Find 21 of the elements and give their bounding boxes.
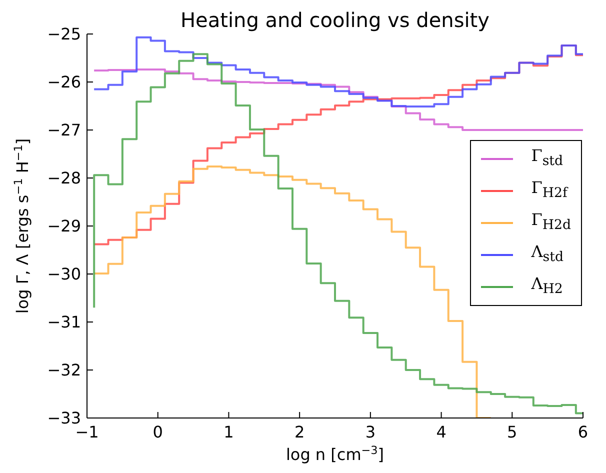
x-tick-label: 0 [152, 422, 163, 442]
x-tick-label: 6 [578, 422, 588, 442]
x-tick-label: 5 [507, 422, 518, 442]
legend-label: Γ$_{std}$ [531, 146, 564, 170]
y-tick-label: −33 [47, 408, 81, 428]
x-tick-label: 4 [436, 422, 446, 442]
y-tick-label: −29 [47, 216, 81, 236]
chart-title: Heating and cooling vs density [180, 8, 490, 32]
legend-label: Λ$_{H2}$ [531, 274, 563, 298]
x-tick-label: 1 [224, 422, 234, 442]
y-tick-label: −32 [47, 360, 81, 380]
y-tick-label: −30 [47, 264, 81, 284]
y-tick-label: −31 [47, 312, 81, 332]
y-tick-label: −25 [47, 24, 81, 44]
y-tick-label: −26 [47, 72, 81, 92]
y-tick-label: −28 [47, 168, 81, 188]
legend-label: Λ$_{std}$ [531, 242, 564, 266]
x-tick-label: 3 [365, 422, 376, 442]
y-tick-label: −27 [47, 120, 81, 140]
x-tick-label: 2 [294, 422, 305, 442]
x-axis-title: log n [cm$^{−3}$] [286, 444, 384, 464]
